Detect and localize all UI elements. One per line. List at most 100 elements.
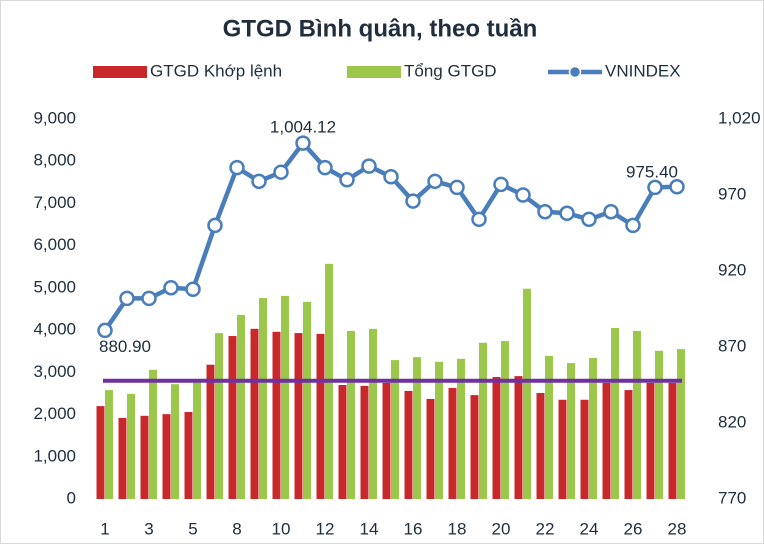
x-tick-label: 10 — [272, 519, 291, 538]
bar — [391, 360, 399, 499]
legend-swatch — [347, 66, 401, 78]
line-marker — [603, 203, 619, 220]
line-marker — [317, 159, 333, 176]
x-tick-label: 18 — [448, 519, 467, 538]
y-tick-label: 2,000 — [33, 404, 76, 423]
bar — [360, 385, 369, 499]
line-marker — [361, 158, 377, 174]
line-marker — [427, 173, 443, 190]
bar — [281, 295, 289, 499]
line-marker — [669, 179, 685, 195]
bar — [118, 417, 127, 499]
legend-marker — [568, 65, 582, 79]
bar — [545, 355, 553, 499]
bar — [272, 331, 281, 499]
bar — [184, 412, 193, 499]
y2-tick-label: 1,020 — [718, 108, 761, 127]
bar — [633, 330, 641, 499]
line-marker — [339, 172, 355, 188]
line-marker — [141, 290, 157, 307]
line-marker — [207, 217, 223, 234]
y2-tick-label: 770 — [718, 488, 746, 507]
x-tick-label: 20 — [492, 519, 511, 538]
bar — [514, 376, 523, 499]
bar — [105, 390, 113, 499]
bar — [382, 382, 391, 499]
y-tick-label: 0 — [67, 488, 76, 507]
bar — [492, 376, 501, 499]
bar — [259, 298, 267, 499]
bar — [127, 393, 135, 499]
y-tick-label: 6,000 — [33, 235, 76, 254]
bar — [140, 415, 149, 499]
x-tick-label: 5 — [188, 519, 197, 538]
x-tick-label: 8 — [232, 519, 241, 538]
line-marker — [163, 279, 179, 296]
y2-tick-label: 970 — [718, 184, 746, 203]
bar — [316, 333, 325, 499]
x-tick-label: 26 — [624, 519, 643, 538]
x-tick-label: 3 — [144, 519, 153, 538]
bar — [580, 399, 589, 499]
line-marker — [185, 281, 201, 297]
line-marker — [405, 193, 421, 209]
x-tick-label: 1 — [100, 519, 109, 538]
bar — [655, 350, 663, 499]
x-tick-label: 24 — [580, 519, 599, 538]
data-label: 1,004.12 — [270, 118, 336, 137]
legend-label: GTGD Khớp lệnh — [150, 61, 282, 80]
bar — [228, 336, 237, 499]
data-label: 975.40 — [626, 162, 678, 181]
y-tick-label: 5,000 — [33, 277, 76, 296]
line-marker — [273, 164, 289, 180]
line-marker — [559, 205, 575, 221]
bar — [646, 382, 655, 499]
bar — [501, 341, 509, 499]
x-tick-label: 22 — [536, 519, 555, 538]
y-tick-label: 7,000 — [33, 193, 76, 212]
line-marker — [515, 187, 531, 203]
bar — [303, 301, 311, 499]
bar — [470, 395, 479, 499]
bar — [413, 357, 421, 499]
bar — [215, 333, 223, 499]
bar — [149, 369, 157, 499]
line-marker — [449, 179, 465, 196]
bar — [96, 406, 105, 499]
bar — [536, 393, 545, 499]
bar — [677, 349, 685, 499]
y2-tick-label: 820 — [718, 412, 746, 431]
line-marker — [383, 169, 399, 185]
legend-label: Tổng GTGD — [404, 61, 497, 80]
bar — [206, 364, 215, 499]
line-marker — [119, 290, 135, 307]
bar — [171, 384, 179, 499]
y-tick-label: 4,000 — [33, 320, 76, 339]
bar — [294, 333, 303, 499]
bar — [162, 414, 171, 499]
bar — [435, 361, 443, 499]
y2-tick-label: 920 — [718, 260, 746, 279]
line-marker — [295, 135, 311, 151]
y2-tick-label: 870 — [718, 336, 746, 355]
line-marker — [647, 179, 663, 196]
line-marker — [581, 211, 597, 228]
bar — [668, 382, 677, 499]
bar — [338, 385, 347, 499]
line-marker — [251, 173, 267, 190]
line-marker — [471, 211, 487, 228]
x-tick-label: 28 — [668, 519, 687, 538]
bar — [457, 358, 465, 499]
bar — [523, 288, 531, 499]
line-marker — [97, 322, 113, 339]
y-tick-label: 1,000 — [33, 446, 76, 465]
bar — [558, 399, 567, 499]
x-tick-label: 16 — [404, 519, 423, 538]
y-tick-label: 9,000 — [33, 108, 76, 127]
bar — [369, 328, 377, 499]
line-marker — [625, 217, 641, 234]
bar — [611, 328, 619, 499]
bar — [567, 363, 575, 499]
legend-label: VNINDEX — [605, 61, 681, 80]
